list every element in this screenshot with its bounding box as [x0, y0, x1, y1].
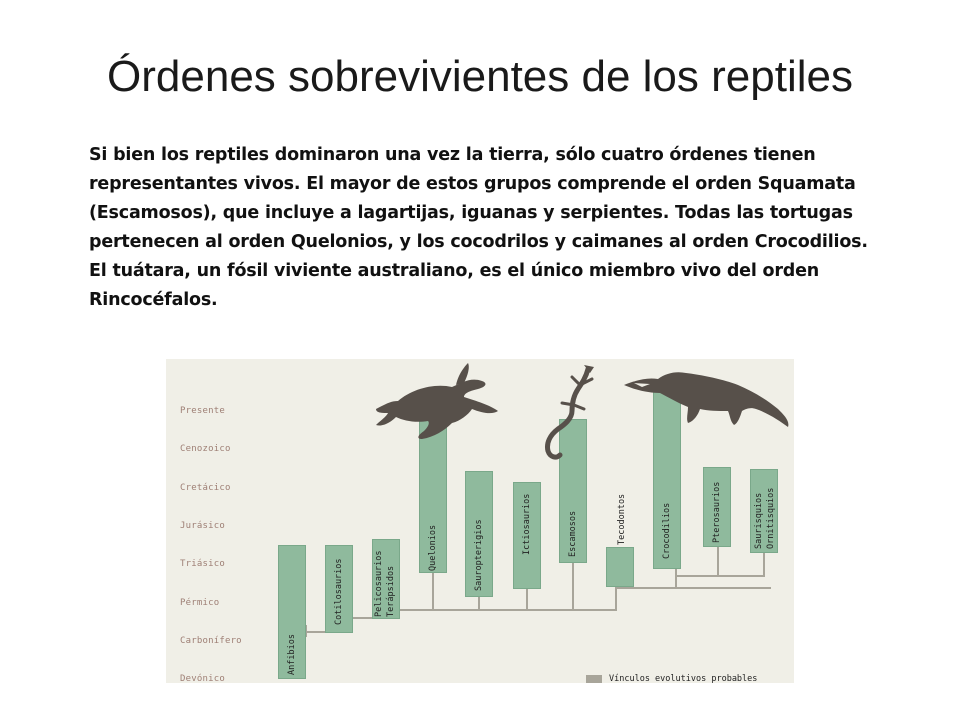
bar-tecodontos — [606, 547, 634, 587]
label-anfibios: Anfibios — [287, 634, 297, 675]
lizard-silhouette-icon — [545, 365, 594, 460]
bar-pelicosaurios — [372, 539, 400, 619]
bar-ictiosaurios — [513, 482, 541, 589]
slide-title: Órdenes sobrevivientes de los reptiles — [107, 52, 853, 101]
link-line — [572, 563, 574, 611]
bar-sauropterigios — [465, 471, 493, 597]
bar-crocodilios — [653, 391, 681, 569]
legend-text: Vínculos evolutivos probables — [609, 674, 758, 683]
era-label-jurasico: Jurásico — [180, 521, 225, 531]
era-label-devonico: Devónico — [180, 674, 225, 683]
era-label-permico: Pérmico — [180, 598, 220, 608]
bar-anfibios — [278, 545, 306, 679]
link-line — [717, 537, 719, 577]
label-saurisquios: Saurisquios — [754, 492, 764, 549]
label-pelicosaurios: Pelicosaurios — [374, 550, 384, 617]
link-line — [763, 553, 765, 577]
label-sauropterigios: Sauropterigios — [474, 519, 484, 591]
link-line — [526, 589, 528, 611]
bar-dinosaurios — [750, 469, 778, 553]
label-ictiosaurios: Ictiosaurios — [522, 493, 532, 555]
era-label-carbonifero: Carbonífero — [180, 636, 242, 646]
label-crocodilios: Crocodilios — [662, 502, 672, 559]
label-ornitisquios: Ornitisquios — [766, 487, 776, 549]
link-line — [615, 587, 771, 589]
bar-pterosaurios — [703, 467, 731, 547]
era-label-presente: Presente — [180, 406, 225, 416]
turtle-silhouette-icon — [376, 363, 498, 439]
label-quelonios: Quelonios — [428, 524, 438, 571]
label-pterosaurios: Pterosaurios — [712, 481, 722, 543]
bar-escamosos — [559, 419, 587, 563]
era-label-cretacico: Cretácico — [180, 483, 231, 493]
link-line — [675, 575, 765, 577]
label-cotilosaurios: Cotilosaurios — [334, 558, 344, 625]
label-tecodontos: Tecodontos — [617, 493, 627, 545]
slide-body-text: Si bien los reptiles dominaron una vez l… — [89, 145, 868, 310]
bar-quelonios — [419, 419, 447, 573]
link-line — [385, 609, 615, 611]
legend-swatch — [586, 675, 602, 683]
era-label-cenozoico: Cenozoico — [180, 444, 231, 454]
label-terapsidos: Terápsidos — [386, 565, 396, 617]
era-label-triasico: Triásico — [180, 559, 225, 569]
link-line — [478, 597, 480, 611]
link-line — [349, 617, 393, 619]
link-line — [675, 569, 677, 589]
reptile-evolution-diagram: Presente Cenozoico Cretácico Jurásico Tr… — [166, 359, 794, 683]
bar-cotilosaurios — [325, 545, 353, 633]
crocodile-silhouette-icon — [624, 372, 789, 427]
label-escamosos: Escamosos — [568, 510, 578, 557]
link-line — [615, 587, 617, 611]
link-line — [432, 573, 434, 611]
